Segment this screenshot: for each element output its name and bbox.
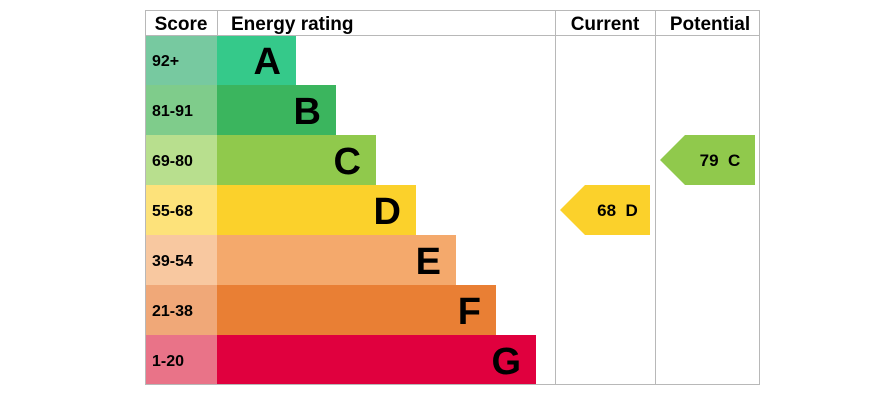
potential-rating-arrow: [660, 135, 755, 185]
band-letter-d: D: [374, 191, 401, 233]
score-range-a: 92+: [152, 53, 179, 70]
band-bar-c: [217, 135, 376, 185]
band-bar-e: [217, 235, 456, 285]
score-cell-e: [145, 235, 217, 285]
score-cell-a: [145, 35, 217, 85]
band-letter-a: A: [254, 41, 281, 83]
bands-layer: 92+ A 81-91 B 69-80 C 55-68 D 39-54 E 21-38 F 1-20 G: [145, 35, 536, 385]
header-current: Current: [571, 14, 640, 35]
current-rating-arrow: [560, 185, 650, 235]
potential-rating-value: 79 C: [700, 151, 741, 170]
score-range-e: 39-54: [152, 253, 193, 270]
band-letter-e: E: [416, 241, 441, 283]
score-range-c: 69-80: [152, 153, 193, 170]
header-score: Score: [155, 14, 208, 35]
band-letter-g: G: [491, 341, 521, 383]
band-bar-g: [217, 335, 536, 385]
band-bar-b: [217, 85, 336, 135]
band-bar-f: [217, 285, 496, 335]
table-frame: [145, 10, 760, 385]
score-cell-g: [145, 335, 217, 385]
score-range-g: 1-20: [152, 353, 184, 370]
score-range-d: 55-68: [152, 203, 193, 220]
table-border: [145, 10, 760, 385]
arrows-layer: 68 D 79 C: [560, 135, 755, 235]
current-rating-value: 68 D: [597, 201, 638, 220]
header-energy-rating: Energy rating: [231, 14, 353, 35]
score-range-b: 81-91: [152, 103, 193, 120]
band-bar-a: [217, 35, 296, 85]
band-letter-f: F: [458, 291, 481, 333]
score-cell-c: [145, 135, 217, 185]
header-potential: Potential: [670, 14, 750, 35]
score-cell-b: [145, 85, 217, 135]
band-letter-c: C: [334, 141, 361, 183]
table-header: Score Energy rating Current Potential: [155, 14, 751, 35]
score-cell-d: [145, 185, 217, 235]
score-range-f: 21-38: [152, 303, 193, 320]
score-cell-f: [145, 285, 217, 335]
band-letter-b: B: [294, 91, 321, 133]
band-bar-d: [217, 185, 416, 235]
